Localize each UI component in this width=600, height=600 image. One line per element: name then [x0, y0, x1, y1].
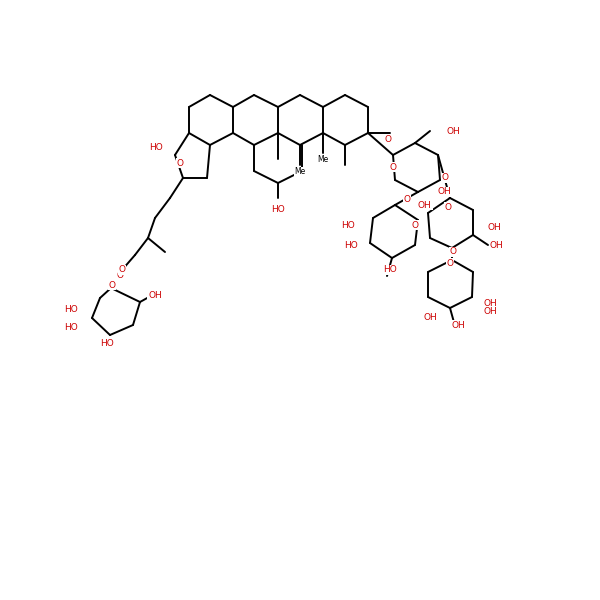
Text: HO: HO [100, 338, 114, 347]
Text: O: O [412, 220, 419, 229]
Text: HO: HO [64, 323, 78, 332]
Text: O: O [119, 265, 125, 275]
Text: Me: Me [295, 167, 305, 176]
Text: O: O [446, 259, 454, 268]
Text: O: O [442, 173, 449, 182]
Text: HO: HO [149, 143, 163, 152]
Text: O: O [389, 163, 397, 172]
Text: OH: OH [446, 127, 460, 136]
Text: O: O [109, 280, 115, 289]
Text: Me: Me [317, 155, 329, 164]
Text: O: O [385, 136, 392, 145]
Text: OH: OH [451, 320, 465, 329]
Text: O: O [116, 271, 124, 280]
Text: O: O [449, 247, 457, 257]
Text: OH: OH [490, 241, 504, 250]
Text: OH: OH [488, 223, 502, 232]
Text: OH: OH [483, 307, 497, 317]
Text: OH: OH [438, 187, 452, 196]
Text: O: O [176, 158, 184, 167]
Text: HO: HO [383, 265, 397, 275]
Text: OH: OH [423, 313, 437, 323]
Text: HO: HO [344, 241, 358, 250]
Text: HO: HO [271, 205, 285, 214]
Text: OH: OH [148, 290, 162, 299]
Text: O: O [445, 202, 452, 211]
Text: O: O [404, 196, 410, 205]
Text: OH: OH [483, 298, 497, 307]
Text: HO: HO [341, 220, 355, 229]
Text: OH: OH [418, 200, 432, 209]
Text: HO: HO [64, 305, 78, 314]
